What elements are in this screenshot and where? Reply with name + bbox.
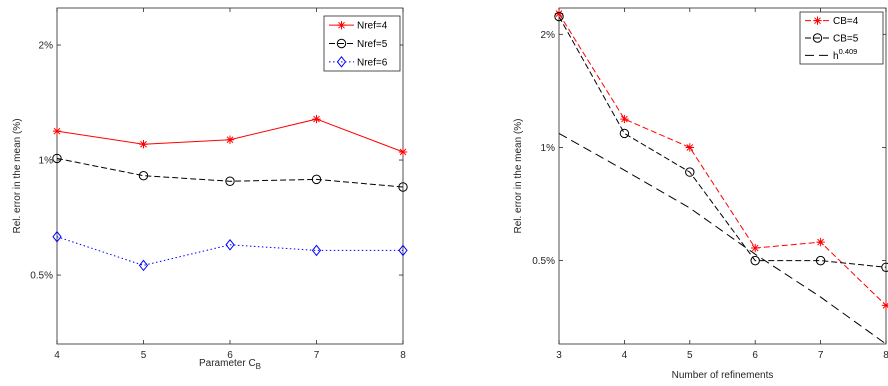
legend-marker-3 <box>336 56 347 68</box>
legend-marker-1 <box>337 20 346 30</box>
data-point-series-1 <box>685 143 694 152</box>
legend: CB=4CB=5h0.409 <box>799 11 884 65</box>
legend-entry-superscript: 0.409 <box>839 47 858 56</box>
legend-entry-label: CB=4 <box>833 16 859 27</box>
data-point-series-3 <box>311 244 322 257</box>
marker-layer <box>52 114 408 272</box>
series-line-2 <box>559 16 886 268</box>
data-point-series-2 <box>225 176 235 186</box>
legend-marker-2 <box>812 33 823 43</box>
marker-layer <box>554 9 888 310</box>
x-tick-label: 6 <box>227 350 233 361</box>
data-point-series-2 <box>311 174 322 185</box>
series-group <box>559 13 886 344</box>
x-tick-label: 8 <box>883 350 888 361</box>
y-tick-label: 0.5% <box>30 271 53 282</box>
data-point-series-2 <box>398 182 408 192</box>
legend-marker-1 <box>813 16 822 25</box>
data-point-series-2 <box>138 170 149 181</box>
x-axis-label-subscript: B <box>256 362 261 371</box>
legend: Nref=4 Nref=5 Nref=6 <box>323 15 401 72</box>
y-tick-label: 2% <box>39 41 54 52</box>
y-axis-label: Rel. error in the mean (%) <box>12 118 23 233</box>
chart-right: 3 4 5 6 7 8 0.5% 1% 2% Number of refinements Rel. … <box>513 7 888 381</box>
series-line-1 <box>57 118 403 153</box>
data-point-series-2 <box>52 153 62 164</box>
x-axis-label: Number of refinements <box>672 370 774 381</box>
data-point-series-1 <box>225 135 235 144</box>
y-tick-label: 1% <box>39 156 54 167</box>
legend-marker-2 <box>336 38 347 49</box>
x-tick-label: 4 <box>54 350 60 361</box>
chart-left: 4 5 6 7 8 0.5% 1% 2% Parameter CB Rel. error in t… <box>12 7 408 371</box>
x-tick-label: 4 <box>622 350 628 361</box>
legend-entry-label: CB=5 <box>833 34 859 45</box>
y-tick-label: 1% <box>541 143 556 154</box>
data-point-series-1 <box>139 140 148 149</box>
series-line-1 <box>559 13 886 306</box>
x-tick-label: 6 <box>752 350 758 361</box>
data-point-series-2 <box>750 255 760 266</box>
x-tick-label: 5 <box>687 350 693 361</box>
x-tick-label: 3 <box>556 350 562 361</box>
data-point-series-1 <box>312 114 321 124</box>
x-axis-label: Parameter CB <box>199 358 261 371</box>
data-point-series-2 <box>685 167 695 177</box>
x-tick-label: 5 <box>141 350 147 361</box>
data-point-series-2 <box>554 11 564 22</box>
data-point-series-3 <box>398 244 408 257</box>
series-line-3 <box>559 132 886 344</box>
legend-entry-label: Nref=4 <box>357 21 388 32</box>
data-point-series-3 <box>138 259 149 272</box>
y-tick-label: 2% <box>541 30 556 41</box>
data-point-series-3 <box>225 239 235 251</box>
data-point-series-2 <box>619 128 630 139</box>
data-point-series-3 <box>52 230 62 243</box>
series-line-2 <box>57 157 403 188</box>
data-point-series-1 <box>554 9 564 18</box>
data-point-series-1 <box>751 243 760 253</box>
plot-area <box>558 7 887 345</box>
y-tick-label: 0.5% <box>532 256 555 267</box>
x-tick-label: 7 <box>818 350 824 361</box>
data-point-series-1 <box>620 114 629 124</box>
data-point-series-2 <box>881 262 888 272</box>
x-tick-label: 8 <box>400 350 406 361</box>
y-axis-label: Rel. error in the mean (%) <box>513 118 524 233</box>
legend-entry-label: Nref=6 <box>357 57 388 68</box>
data-point-series-2 <box>815 255 826 266</box>
x-tick-label: 7 <box>314 350 320 361</box>
data-point-series-1 <box>398 147 408 157</box>
legend-entry-label: Nref=5 <box>357 39 388 50</box>
data-point-series-1 <box>881 301 888 310</box>
data-point-series-1 <box>816 237 825 247</box>
series-line-3 <box>57 236 403 266</box>
data-point-series-1 <box>52 126 62 136</box>
